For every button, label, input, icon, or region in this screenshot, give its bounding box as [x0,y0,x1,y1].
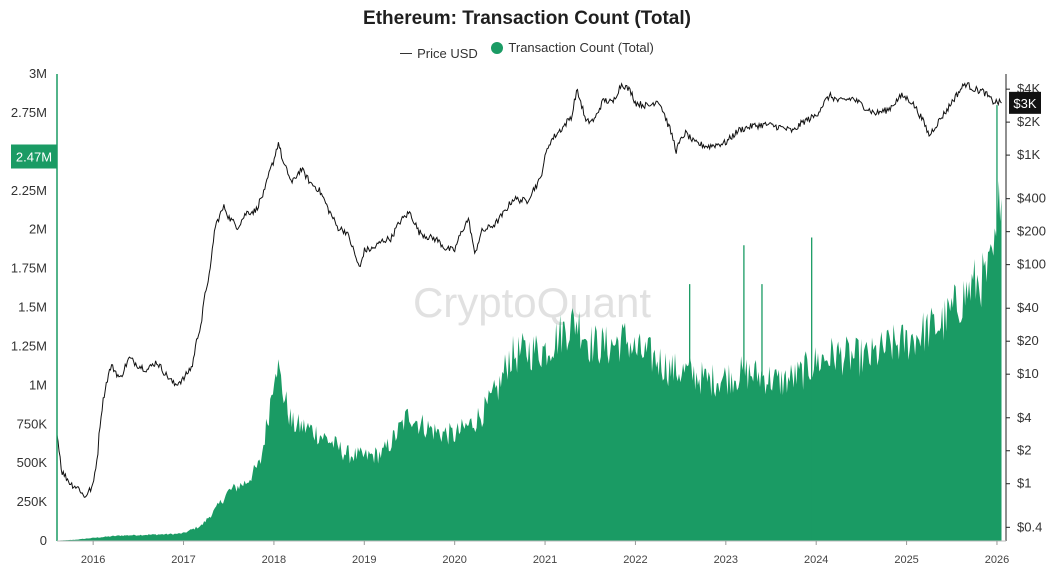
left-tick-label: 1.75M [11,261,47,276]
right-tick-label: $400 [1017,191,1046,206]
axes: 0250K500K750K1M1.25M1.5M1.75M2M2.25M2.5M… [11,66,1046,566]
right-tick-label: $1K [1017,147,1040,162]
x-tick-label: 2023 [714,554,738,566]
legend: Price USD Transaction Count (Total) [0,40,1054,61]
dot-swatch-icon [491,41,504,54]
right-tick-label: $10 [1017,366,1039,381]
left-tick-label: 3M [29,66,47,81]
left-tick-label: 250K [17,494,48,509]
x-tick-label: 2017 [171,554,195,566]
left-tick-label: 2.25M [11,183,47,198]
x-tick-label: 2016 [81,554,105,566]
price-series [56,82,1002,498]
watermark: CryptoQuant [413,279,651,326]
left-tick-label: 2M [29,222,47,237]
left-tick-label: 2.75M [11,105,47,120]
x-tick-label: 2024 [804,554,828,566]
current-count-badge [11,144,57,169]
x-tick-label: 2018 [262,554,286,566]
left-tick-label: 500K [17,455,48,470]
current-price-label: $3K [1013,96,1036,111]
x-tick-label: 2025 [894,554,918,566]
transaction-area [57,180,1002,541]
x-tick-label: 2022 [623,554,647,566]
right-tick-label: $40 [1017,300,1039,315]
right-tick-label: $4 [1017,410,1031,425]
legend-label-transactions: Transaction Count (Total) [508,40,654,55]
x-tick-label: 2020 [442,554,466,566]
right-tick-label: $0.4 [1017,519,1042,534]
legend-item-price[interactable]: Price USD [400,46,478,61]
x-tick-label: 2019 [352,554,376,566]
line-swatch-icon [400,52,413,54]
left-tick-label: 1.25M [11,338,47,353]
legend-label-price: Price USD [417,45,478,61]
left-tick-label: 750K [17,416,48,431]
transaction-series [57,105,1002,541]
current-price-badge [1009,91,1041,114]
x-tick-label: 2026 [985,554,1009,566]
right-tick-label: $2 [1017,443,1031,458]
current-count-label: 2.47M [16,150,52,165]
x-tick-label: 2021 [533,554,557,566]
legend-item-transactions[interactable]: Transaction Count (Total) [491,40,654,55]
left-tick-label: 0 [40,533,47,548]
chart-title: Ethereum: Transaction Count (Total) [363,8,691,29]
right-tick-label: $1 [1017,476,1031,491]
right-tick-label: $100 [1017,257,1046,272]
right-tick-label: $200 [1017,224,1046,239]
price-line [56,82,1002,498]
right-tick-label: $20 [1017,333,1039,348]
left-tick-label: 1.5M [18,300,47,315]
left-tick-label: 1M [29,377,47,392]
right-tick-label: $2K [1017,114,1040,129]
